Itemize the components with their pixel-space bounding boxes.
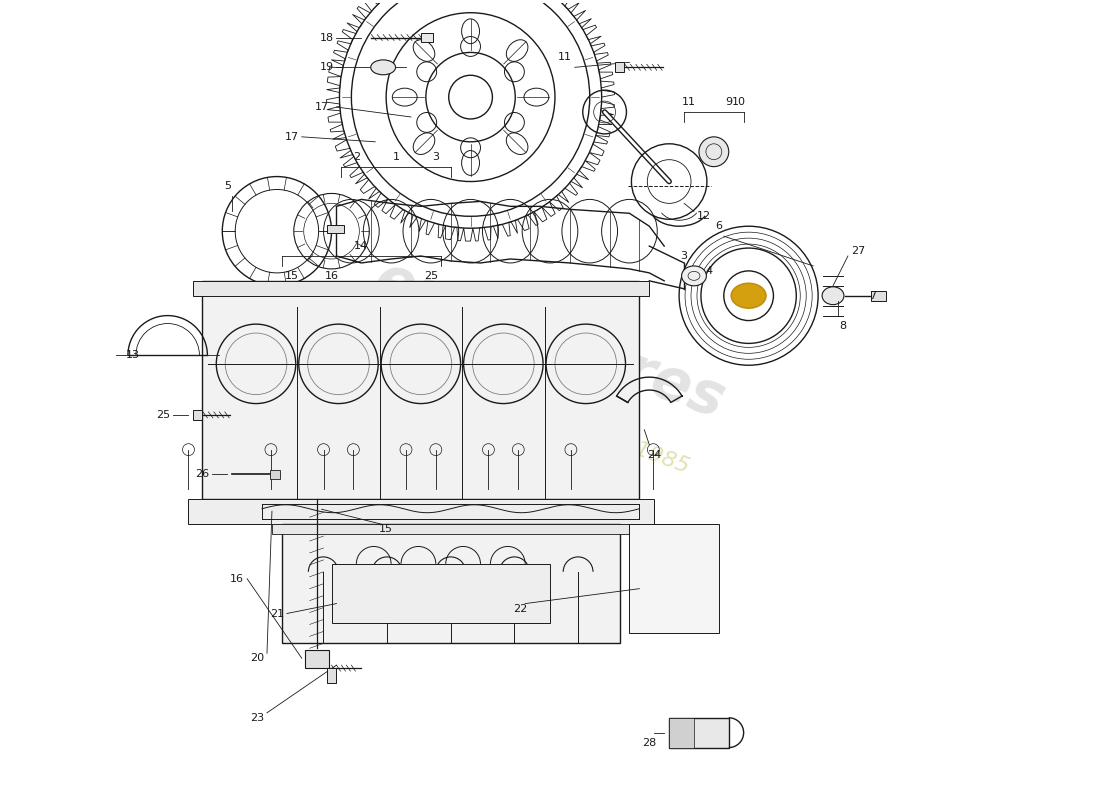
Bar: [202, 281, 639, 499]
Text: 25: 25: [424, 271, 438, 281]
Bar: [331, 564, 550, 623]
Ellipse shape: [822, 286, 844, 305]
Text: 19: 19: [319, 62, 333, 72]
Ellipse shape: [732, 283, 766, 308]
Text: 20: 20: [250, 653, 264, 663]
Text: 17: 17: [285, 132, 299, 142]
Text: 27: 27: [850, 246, 865, 256]
Bar: [192, 410, 202, 420]
Text: 2: 2: [353, 152, 360, 162]
Bar: [305, 650, 329, 668]
Text: 3: 3: [681, 251, 688, 261]
Text: 6: 6: [715, 222, 723, 231]
Text: 12: 12: [697, 211, 711, 222]
Text: 25: 25: [155, 410, 169, 420]
Bar: [327, 226, 344, 233]
Text: 15: 15: [379, 524, 393, 534]
Text: 9: 9: [725, 97, 733, 107]
Text: a passion for parts since 1985: a passion for parts since 1985: [368, 343, 692, 477]
Text: eurospares: eurospares: [367, 250, 733, 430]
Text: 1: 1: [393, 152, 399, 162]
Text: 11: 11: [558, 52, 572, 62]
Text: 16: 16: [324, 271, 339, 281]
Ellipse shape: [371, 60, 396, 74]
Text: 26: 26: [196, 470, 209, 479]
Bar: [282, 524, 619, 643]
Text: 8: 8: [839, 321, 847, 330]
Text: 24: 24: [647, 450, 661, 460]
Text: 5: 5: [223, 182, 231, 191]
Bar: [192, 281, 649, 296]
Text: 16: 16: [230, 574, 244, 584]
Text: 11: 11: [682, 97, 696, 107]
Text: 3: 3: [432, 152, 439, 162]
Bar: [615, 62, 625, 72]
Bar: [629, 524, 718, 634]
Bar: [270, 470, 279, 479]
Text: 14: 14: [354, 241, 368, 251]
Text: 15: 15: [285, 271, 299, 281]
Circle shape: [698, 137, 728, 166]
Ellipse shape: [682, 266, 706, 286]
Bar: [421, 33, 432, 42]
Bar: [669, 718, 694, 747]
Bar: [187, 499, 654, 524]
Text: 4: 4: [705, 266, 713, 276]
Text: 7: 7: [869, 290, 877, 301]
Bar: [327, 668, 337, 683]
Text: 23: 23: [250, 713, 264, 722]
Text: 17: 17: [315, 102, 329, 112]
Bar: [272, 524, 629, 534]
Bar: [871, 290, 886, 301]
Text: 13: 13: [125, 350, 140, 360]
Text: 28: 28: [642, 738, 657, 748]
Text: 21: 21: [270, 609, 284, 618]
Text: 22: 22: [513, 603, 527, 614]
Bar: [669, 718, 728, 747]
Text: 10: 10: [732, 97, 746, 107]
Text: 18: 18: [319, 33, 333, 42]
